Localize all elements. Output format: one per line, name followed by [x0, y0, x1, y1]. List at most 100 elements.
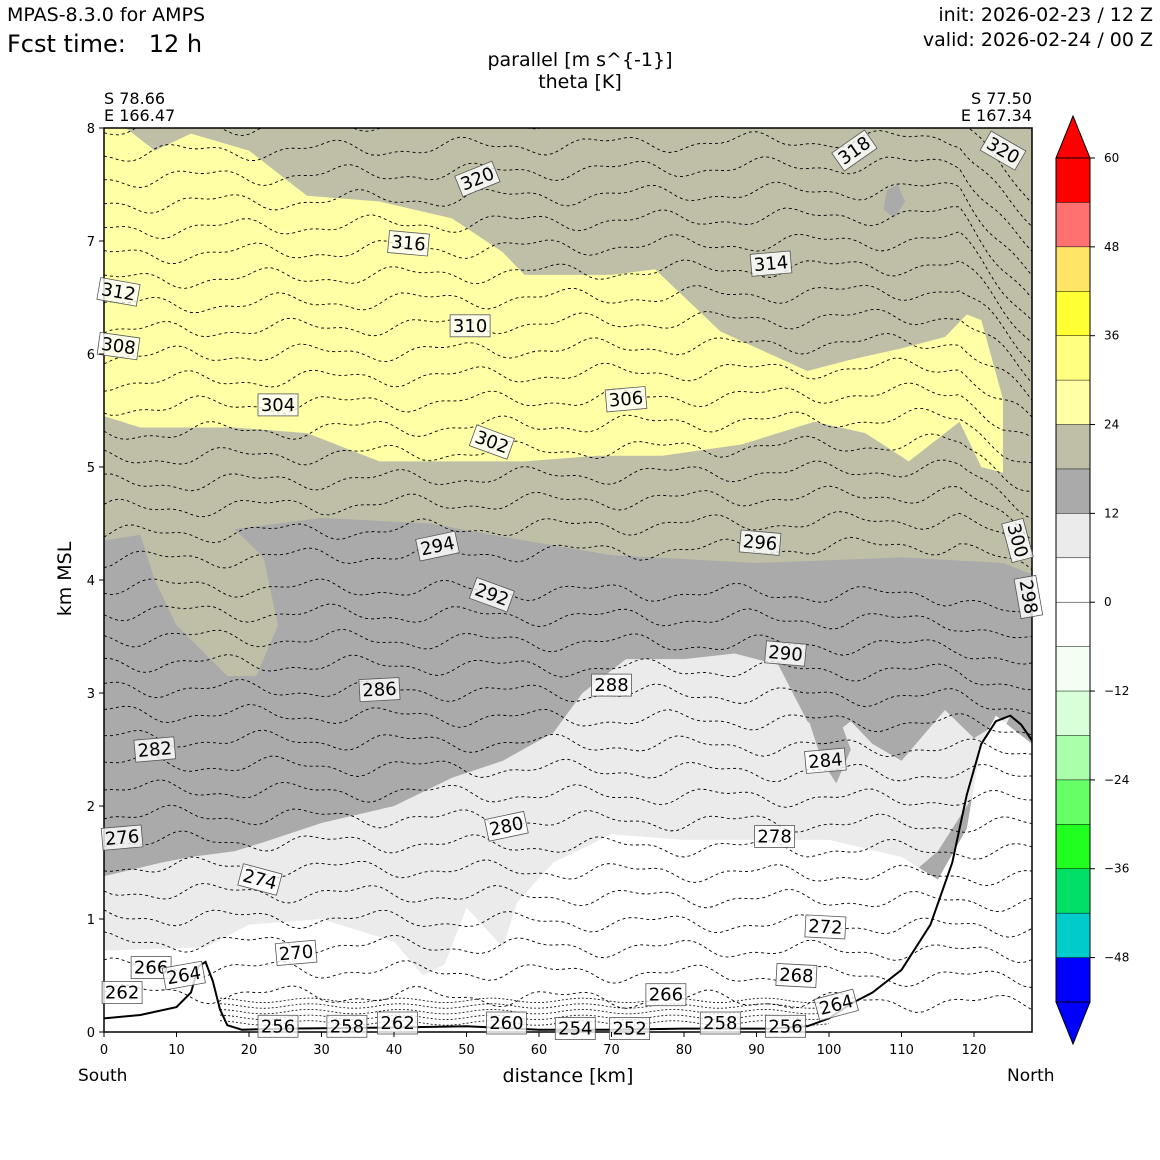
theta-label-box	[804, 914, 847, 940]
theta-label-text: 264	[817, 991, 856, 1020]
theta-contour-line	[104, 603, 1032, 639]
theta-label: 278	[754, 825, 795, 848]
theta-contour-line	[104, 931, 1032, 963]
x-tick-label: 60	[531, 1043, 548, 1058]
theta-label-box	[754, 825, 795, 848]
theta-label-box	[468, 424, 515, 460]
chart-subtitle: theta [K]	[538, 71, 622, 93]
theta-label: 314	[749, 250, 793, 277]
theta-contour-line	[104, 957, 1032, 988]
colorbar-tick-label: 60	[1104, 151, 1119, 165]
x-tick-label: 70	[603, 1043, 620, 1058]
theta-label-box	[775, 963, 818, 988]
theta-label: 282	[133, 736, 177, 763]
theta-label-box	[468, 577, 515, 613]
theta-label-text: 296	[742, 531, 778, 555]
end-lat: S 77.50	[970, 89, 1032, 108]
theta-contour-line	[104, 130, 1032, 227]
theta-label: 268	[775, 963, 818, 988]
field-white-low	[104, 715, 1032, 1032]
x-tick-label: 30	[313, 1043, 330, 1058]
field-tan-pocket	[140, 529, 278, 676]
theta-contour-line	[104, 284, 1032, 365]
x-tick-label: 100	[817, 1043, 842, 1058]
theta-label: 306	[604, 386, 648, 413]
theta-label: 254	[554, 1017, 596, 1040]
theta-label: 264	[813, 988, 859, 1022]
theta-contour-line	[219, 1003, 830, 1009]
theta-label: 320	[979, 130, 1027, 171]
colorbar-segment	[1056, 291, 1090, 336]
plot-frame	[103, 127, 1033, 1033]
theta-label-box	[257, 393, 299, 417]
theta-label-text: 284	[807, 749, 843, 773]
y-tick-label: 3	[87, 687, 95, 702]
theta-label: 262	[377, 1011, 419, 1035]
theta-label: 274	[237, 863, 283, 896]
theta-contour-line	[104, 259, 1032, 343]
theta-label-text: 308	[100, 334, 137, 360]
end-point-label: S 77.50 E 167.34	[900, 90, 1032, 124]
theta-label: 296	[738, 529, 782, 556]
theta-label-text: 288	[594, 675, 628, 696]
colorbar-segment	[1056, 779, 1090, 825]
start-lon: E 166.47	[104, 106, 176, 125]
theta-label: 270	[274, 939, 318, 967]
theta-label-box	[645, 983, 687, 1007]
theta-label-box	[326, 1014, 368, 1038]
theta-label: 320	[454, 160, 501, 198]
colorbar-tick-label: 12	[1104, 506, 1119, 520]
colorbar-segment	[1056, 868, 1090, 914]
theta-label: 266	[645, 983, 687, 1007]
y-tick-label: 1	[87, 913, 95, 928]
theta-contour-line	[104, 909, 1032, 938]
theta-contour-line	[219, 997, 830, 1004]
theta-label-box	[101, 981, 143, 1004]
theta-label-text: 268	[779, 965, 814, 988]
end-lon: E 167.34	[960, 106, 1032, 125]
theta-label: 280	[484, 810, 529, 842]
chart-title: parallel [m s^{-1}]	[487, 49, 673, 71]
colorbar-tick-label: 36	[1104, 329, 1119, 343]
theta-label-box	[765, 1014, 806, 1038]
x-tick-label: 120	[962, 1043, 987, 1058]
y-axis-label: km MSL	[54, 541, 76, 617]
plot-fields	[104, 128, 1032, 1032]
field-gray-notch	[883, 184, 906, 219]
theta-label-text: 314	[753, 252, 789, 276]
field-gray-pocket	[807, 710, 851, 784]
theta-contour-line	[104, 308, 1032, 384]
y-tick-label: 5	[87, 461, 95, 476]
theta-contour-line	[104, 357, 1032, 418]
theta-label-box	[749, 250, 793, 277]
theta-label-text: 306	[608, 388, 644, 412]
colorbar-segment	[1056, 335, 1090, 381]
y-tick-label: 2	[87, 800, 95, 815]
theta-contour-line	[104, 181, 1032, 276]
theta-label: 262	[101, 981, 143, 1004]
colorbar-tick-label: 48	[1104, 240, 1119, 254]
colorbar-segment	[1056, 468, 1090, 514]
theta-label-box	[804, 747, 847, 774]
south-label: South	[78, 1066, 128, 1086]
x-tick-label: 10	[168, 1043, 185, 1058]
theta-contour-line	[104, 654, 1032, 691]
forecast-time-label: Fcst time:	[7, 30, 126, 58]
theta-label-text: 262	[105, 983, 139, 1004]
theta-label-box	[454, 160, 501, 198]
theta-label-text: 258	[703, 1013, 737, 1034]
theta-label-text: 260	[489, 1013, 523, 1034]
theta-label-text: 302	[472, 427, 511, 458]
theta-label-text: 264	[165, 963, 202, 990]
theta-label-text: 294	[419, 533, 457, 561]
theta-label: 256	[257, 1014, 299, 1038]
valid-time: valid: 2026-02-24 / 00 Z	[922, 29, 1153, 51]
colorbar-segment	[1056, 202, 1090, 247]
colorbar-segment	[1056, 691, 1090, 736]
colorbar-tick-label: 0	[1104, 595, 1112, 609]
x-tick-label: 90	[748, 1043, 765, 1058]
theta-contour-line	[104, 332, 1032, 401]
colorbar-segment	[1056, 380, 1090, 425]
theta-label: 266	[130, 956, 172, 979]
theta-label: 318	[831, 129, 878, 172]
